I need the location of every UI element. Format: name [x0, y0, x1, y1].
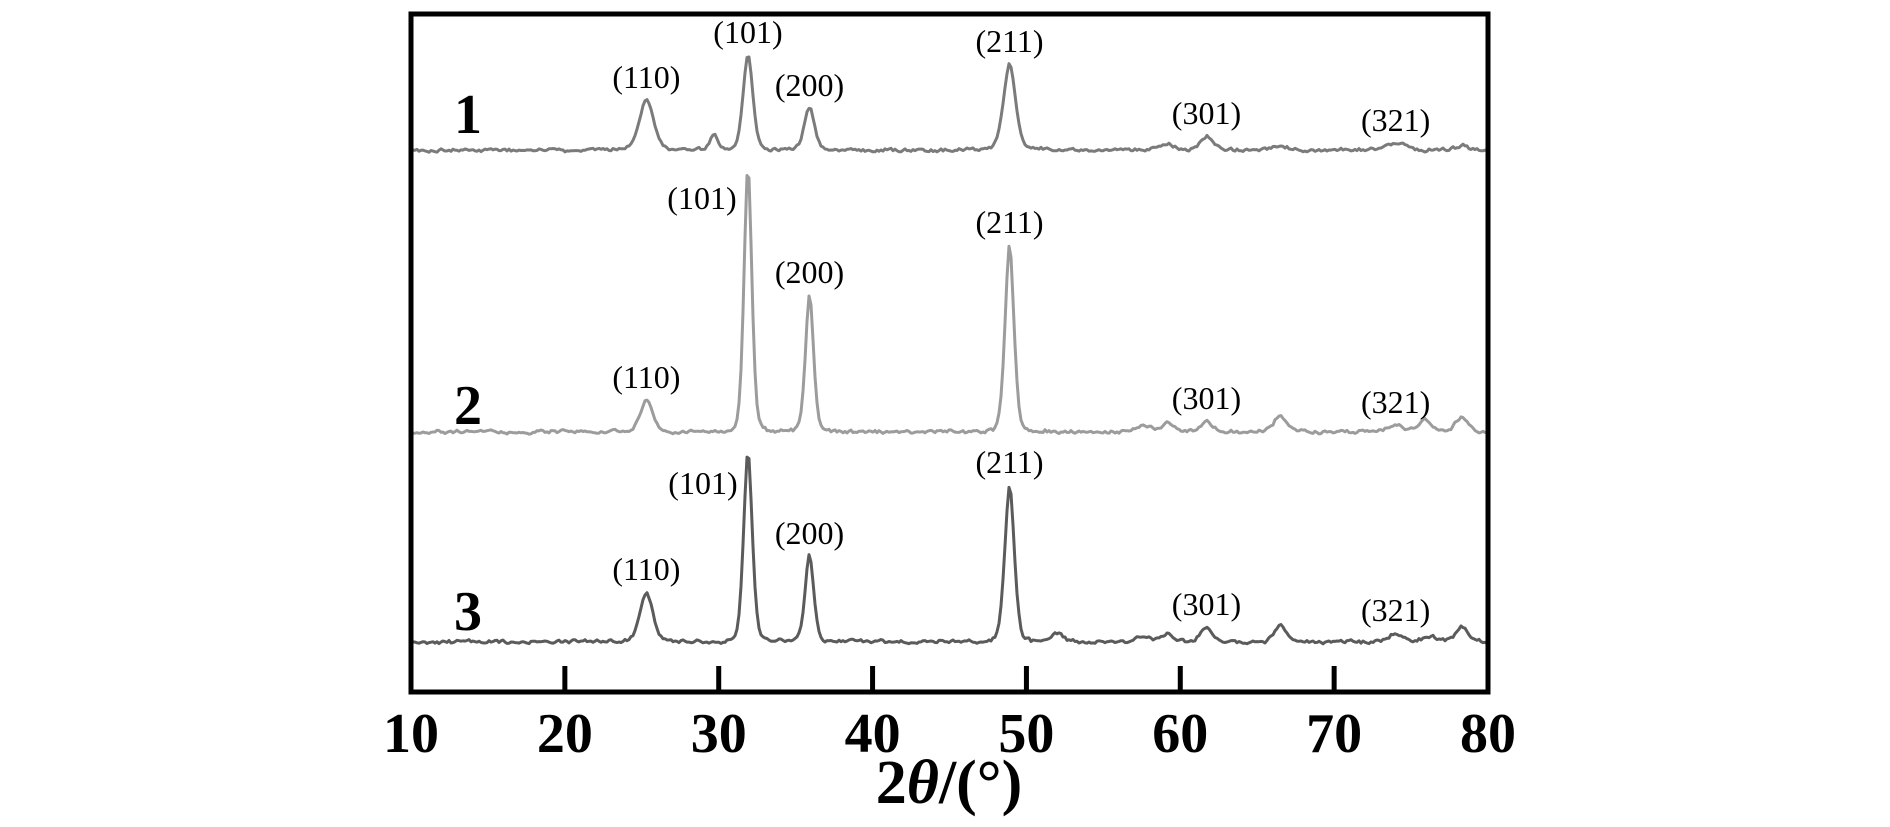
peak-label-3-(211): (211) [975, 444, 1043, 480]
curve-label-1: 1 [454, 84, 482, 146]
peak-label-3-(101): (101) [668, 465, 737, 501]
plot-border [408, 11, 1491, 695]
peak-label-1-(301): (301) [1172, 95, 1241, 131]
peak-label-3-(321): (321) [1361, 592, 1430, 628]
peak-label-2-(301): (301) [1172, 380, 1241, 416]
xrd-curve-2 [409, 174, 1489, 436]
x-tick-label-20: 20 [537, 703, 593, 765]
xrd-curve-1 [409, 55, 1489, 154]
xrd-curve-3 [409, 455, 1489, 646]
x-tick-label-40: 40 [845, 703, 901, 765]
x-axis-title: 2θ/(°) [876, 749, 1023, 817]
curves-group [409, 55, 1489, 646]
peak-label-3-(301): (301) [1172, 586, 1241, 622]
peak-label-3-(110): (110) [612, 551, 680, 587]
peak-label-1-(110): (110) [612, 59, 680, 95]
x-tick-label-60: 60 [1152, 703, 1208, 765]
x-tick-label-10: 10 [383, 703, 439, 765]
peak-label-2-(211): (211) [975, 204, 1043, 240]
x-axis-title-prefix: 2 [876, 749, 907, 817]
theta-symbol: θ [907, 749, 939, 817]
annotations-group: 1 (110) (101) (200) (211) (301) (321) 2 (110) (10… [454, 14, 1430, 643]
peak-label-1-(321): (321) [1361, 102, 1430, 138]
x-axis-title-suffix: /(°) [938, 749, 1022, 817]
x-tick-label-30: 30 [691, 703, 747, 765]
peak-label-2-(110): (110) [612, 359, 680, 395]
peak-label-1-(200): (200) [775, 67, 844, 103]
x-tick-label-50: 50 [998, 703, 1054, 765]
peak-label-1-(211): (211) [975, 23, 1043, 59]
x-tick-label-80: 80 [1460, 703, 1516, 765]
peak-label-2-(101): (101) [667, 180, 736, 216]
peak-label-2-(321): (321) [1361, 384, 1430, 420]
curve-label-2: 2 [454, 375, 482, 437]
curve-label-3: 3 [454, 581, 482, 643]
peak-label-3-(200): (200) [775, 515, 844, 551]
peak-label-2-(200): (200) [775, 254, 844, 290]
peak-label-1-(101): (101) [713, 14, 782, 50]
axes-group: 10 20 30 40 50 60 70 80 [383, 11, 1516, 765]
x-tick-label-70: 70 [1306, 703, 1362, 765]
